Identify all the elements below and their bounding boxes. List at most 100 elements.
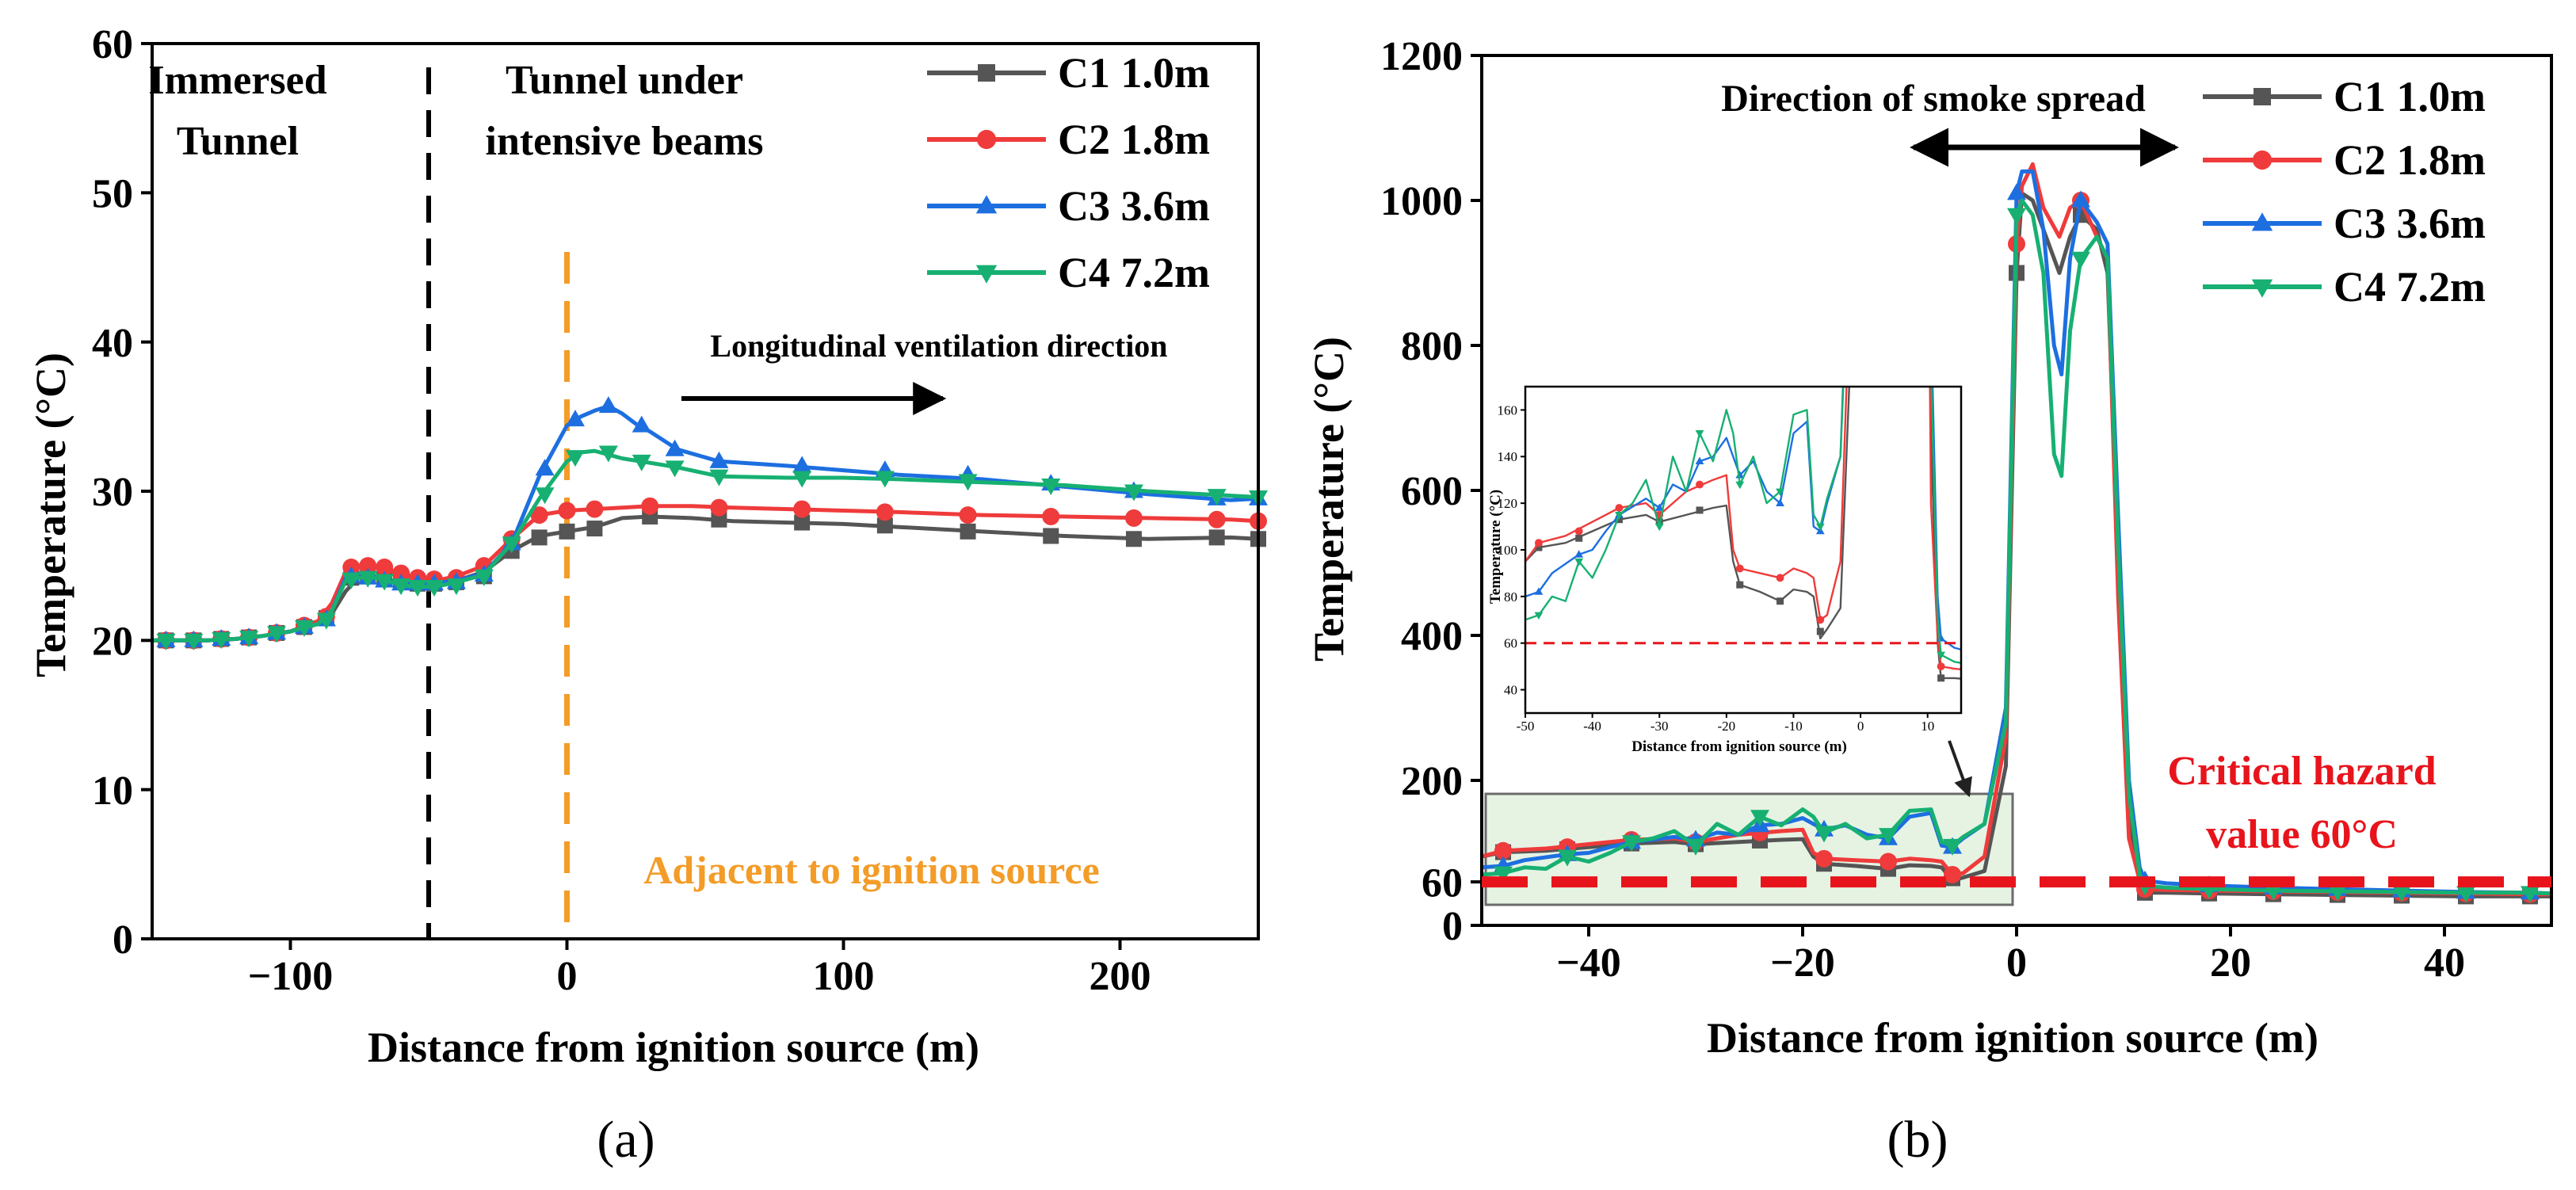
panel-b-inset-point-C1	[2139, 686, 2146, 693]
panel-b-inset-ytick-label: 160	[1498, 402, 1518, 418]
panel-a-arrow-label: Longitudinal ventilation direction	[710, 328, 1167, 364]
panel-b-point-C4	[2007, 208, 2026, 225]
panel-b-inset-point-C4	[1735, 481, 1745, 490]
panel-b-ylabel: Temperature (°C)	[1305, 337, 1353, 662]
panel-a-point-C4	[632, 454, 651, 471]
panel-b-point-C4	[2071, 251, 2090, 269]
panel-a-point-C4	[184, 633, 204, 650]
panel-a-region-beams-line1: Tunnel under	[506, 58, 743, 103]
panel-b-inset-point-C3	[1534, 587, 1544, 595]
panel-b-inset-point-C3	[1776, 498, 1784, 506]
panel-b-inset-point-C4	[1534, 612, 1544, 620]
panel-a-chart: −100 0 100 200 0 10 20 30 40 50 60 Immersed Tunnel…	[27, 22, 1268, 1169]
panel-b-inset-point-C4	[2178, 675, 2187, 682]
panel-b-point-C2	[1815, 849, 1833, 868]
panel-b-point-C4	[2456, 886, 2475, 903]
panel-b-inset-ytick-label: 40	[1504, 683, 1517, 698]
panel-b-inset-point-C2	[1696, 480, 1704, 489]
panel-b-inset-xtick-label: -30	[1651, 719, 1669, 734]
panel-b-inset-point-C2	[1977, 667, 1985, 675]
panel-b-point-C4	[2328, 884, 2347, 902]
panel-a-point-C4	[535, 487, 555, 505]
panel-b-inset-point-C2	[1735, 564, 1744, 573]
panel-b-inset-xtick-label: 0	[1857, 719, 1864, 734]
panel-b-inset-point-C1	[2058, 681, 2065, 688]
panel-b-inset-point-C1	[1978, 677, 1985, 684]
panel-b-inset-point-C3	[1735, 471, 1745, 479]
panel-b-inset-point-C2	[2139, 677, 2147, 685]
panel-a-xtick-label: 0	[557, 954, 578, 999]
panel-a-legend-marker-C1	[978, 64, 995, 82]
panel-a-point-C1	[1208, 529, 1225, 546]
panel-a-point-C2	[1124, 509, 1143, 527]
panel-b-inset-point-C1	[1736, 581, 1744, 589]
panel-b-xlabel: Distance from ignition source (m)	[1707, 1014, 2318, 1062]
panel-b-ytick-label: 60	[1422, 860, 1463, 906]
panel-b-inset-point-C4	[1937, 651, 1946, 660]
panel-b-inset-background	[1525, 387, 1969, 713]
panel-b-legend: C1 1.0m C2 1.8m C3 3.6m C4 7.2m	[2203, 73, 2486, 311]
panel-b-inset-point-C3	[1977, 650, 1986, 658]
panel-a-ytick-label: 30	[92, 470, 133, 515]
panel-b-inset-point-C2	[1574, 527, 1583, 536]
panel-b-inset-point-C3	[1654, 503, 1664, 511]
panel-b-inset-point-C1	[1535, 544, 1543, 551]
panel-b-legend-marker-C4	[2251, 279, 2273, 298]
panel-b-legend-label-C3: C3 3.6m	[2334, 200, 2486, 247]
panel-b-point-C4	[1750, 810, 1769, 827]
panel-a-point-C2	[959, 506, 977, 524]
panel-b-inset-point-C4	[1695, 430, 1704, 438]
panel-b-inset-line-C2	[1525, 387, 1961, 671]
panel-a-point-C2	[530, 506, 548, 524]
panel-b-legend-marker-C3	[2251, 212, 2273, 231]
panel-a-xlabel: Distance from ignition source (m)	[368, 1024, 979, 1071]
panel-b-inset-point-C4	[2058, 670, 2067, 677]
panel-a-series-C3	[152, 396, 1268, 647]
panel-a-region-immersed-line2: Tunnel	[177, 119, 299, 164]
panel-b-inset-point-C3	[2138, 671, 2147, 678]
panel-a-legend-label-C4: C4 7.2m	[1058, 249, 1210, 296]
panel-b-inset-ytick-label: 60	[1504, 636, 1517, 651]
panel-a-point-C4	[342, 572, 361, 589]
panel-a-point-C3	[565, 410, 585, 427]
panel-b-inset-xtick-label: -10	[1784, 719, 1803, 734]
panel-a-point-C4	[709, 469, 729, 486]
panel-a-series-C1	[152, 509, 1266, 649]
panel-b-inset-point-C1	[1937, 674, 1945, 682]
panel-b-point-C4	[1815, 826, 1834, 843]
panel-a-point-C4	[502, 536, 521, 554]
panel-a-line-C4	[152, 448, 1259, 643]
panel-a-legend-marker-C3	[975, 195, 998, 214]
panel-a-point-C4	[474, 569, 494, 586]
panel-a-point-C1	[586, 521, 603, 537]
panel-b-ytick-label: 400	[1401, 614, 1463, 659]
panel-b-inset-point-C2	[2178, 679, 2186, 687]
panel-b-legend-marker-C1	[2254, 88, 2271, 105]
panel-b-point-C4	[2264, 883, 2283, 901]
panel-a-point-C4	[375, 574, 395, 591]
panel-b-inset-ytick-label: 120	[1498, 496, 1518, 511]
panel-b-inset-point-C2	[1776, 574, 1784, 582]
panel-b-inset-point-C1	[2018, 679, 2025, 686]
panel-b-ytick-label: 200	[1401, 759, 1463, 804]
panel-a-xtick-label: −100	[248, 954, 334, 999]
panel-b-smoke-label: Direction of smoke spread	[1721, 78, 2146, 120]
panel-a-series-C4	[152, 445, 1268, 650]
panel-b-ytick-label: 600	[1401, 469, 1463, 514]
panel-b-point-C3	[2007, 183, 2026, 200]
panel-b-inset-ytick-label: 80	[1504, 589, 1517, 605]
panel-a-line-C3	[152, 404, 1259, 643]
panel-a-point-C3	[632, 415, 651, 433]
panel-b-point-C4	[1558, 849, 1577, 867]
panel-b-inset-point-C4	[1815, 523, 1825, 532]
panel-a-region-beams-line2: intensive beams	[486, 119, 764, 164]
panel-b-inset-point-C3	[2017, 658, 2026, 665]
panel-a-point-C4	[408, 580, 428, 597]
panel-a-point-C1	[1043, 528, 1059, 544]
panel-a-point-C4	[875, 471, 895, 488]
panel-b-inset-ytick-label: 100	[1498, 543, 1518, 558]
panel-a-legend-marker-C4	[975, 265, 998, 284]
panel-a-series-layer	[152, 396, 1268, 650]
panel-b-series-layer	[1481, 162, 2552, 905]
